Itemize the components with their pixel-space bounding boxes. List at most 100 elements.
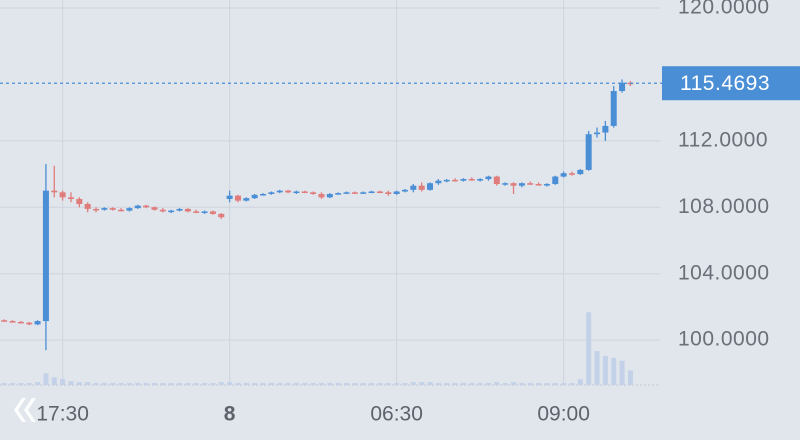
volume-bar [369, 383, 375, 385]
candle-body [285, 190, 292, 193]
candle-body [560, 173, 567, 177]
candle-body [59, 192, 66, 198]
volume-bar [410, 382, 416, 385]
candle-body [535, 184, 542, 186]
volume-bar [511, 382, 517, 385]
candle-body [427, 183, 434, 190]
candle-layer [1, 79, 634, 351]
volume-bar [419, 382, 425, 385]
volume-bar [235, 383, 241, 385]
candle-body [477, 179, 484, 181]
y-tick-label: 112.0000 [678, 128, 768, 151]
candle-body [376, 191, 383, 194]
candle-body [93, 208, 100, 211]
volume-bar [185, 383, 191, 385]
candle-body [543, 184, 550, 186]
candle-body [418, 185, 425, 190]
volume-bar [469, 383, 475, 385]
x-tick-label: 06:30 [370, 403, 423, 426]
volume-bar [118, 383, 124, 385]
candle-body [435, 180, 442, 184]
volume-bar [110, 383, 116, 385]
volume-bar [602, 355, 608, 385]
volume-bar [494, 382, 500, 385]
volume-bar [569, 383, 575, 385]
candle-body [602, 125, 609, 133]
volume-bar [227, 382, 233, 385]
volume-bar [277, 383, 283, 385]
candle-body [101, 208, 108, 210]
candle-body [42, 190, 49, 322]
candle-body [251, 194, 258, 199]
candle-body [9, 321, 16, 323]
candle-body [385, 192, 392, 194]
candle-body [159, 209, 166, 212]
volume-bar [76, 382, 82, 385]
x-tick-label: 17:30 [36, 403, 89, 426]
volume-bar [260, 383, 266, 385]
candle-body [335, 193, 342, 195]
volume-bar [452, 383, 458, 385]
volume-bar [561, 383, 567, 385]
volume-layer [1, 312, 633, 385]
volume-bar [335, 383, 341, 385]
volume-bar [435, 383, 441, 385]
candle-body [460, 179, 467, 181]
candle-body [368, 191, 375, 194]
candle-body [209, 211, 216, 214]
candle-body [234, 195, 241, 201]
volume-bar [427, 382, 433, 385]
candle-body [585, 134, 592, 170]
volume-bar [93, 383, 99, 385]
candle-body [276, 190, 283, 193]
candle-body [452, 179, 459, 182]
candle-body [26, 322, 33, 325]
volume-bar [151, 383, 157, 385]
candle-body [594, 132, 601, 135]
volume-bar [10, 383, 16, 385]
volume-bar [18, 383, 24, 385]
volume-bar [352, 383, 358, 385]
candle-body [326, 193, 333, 198]
volume-bar [360, 383, 366, 385]
volume-bar [293, 383, 299, 385]
volume-bar [243, 383, 249, 385]
candle-body [168, 210, 175, 213]
candle-body [527, 183, 534, 185]
candle-body [393, 191, 400, 194]
volume-bar [68, 381, 74, 385]
candle-body [143, 205, 150, 208]
last-price-box [662, 66, 800, 101]
candle-body [34, 321, 41, 325]
candle-body [510, 183, 517, 186]
volume-bar [285, 383, 291, 385]
volume-bar [444, 383, 450, 385]
candle-body [401, 189, 408, 192]
volume-bar [460, 383, 466, 385]
volume-bar [552, 383, 558, 385]
x-tick-label: 09:00 [537, 403, 590, 426]
volume-bar [318, 383, 324, 385]
candle-body [218, 213, 225, 218]
candle-body [84, 203, 91, 209]
volume-bar [519, 383, 525, 385]
volume-bar [577, 379, 583, 385]
volume-bar [218, 382, 224, 385]
volume-bar [536, 383, 542, 385]
volume-bar [377, 383, 383, 385]
candle-body [134, 205, 141, 209]
axes: 100.0000 104.0000 108.0000 112.0000 120.0000… [0, 0, 800, 426]
candle-body [243, 198, 250, 201]
volume-bar [485, 383, 491, 385]
volume-bar [502, 383, 508, 385]
y-tick-label: 108.0000 [678, 195, 770, 218]
candle-body [518, 183, 525, 186]
volume-bar [477, 383, 483, 385]
volume-bar [619, 360, 625, 385]
candle-body [67, 197, 74, 199]
volume-bar [611, 357, 617, 385]
candle-body [51, 190, 58, 193]
volume-bar [586, 312, 592, 385]
candle-body [176, 208, 183, 211]
volume-bar [26, 383, 32, 385]
